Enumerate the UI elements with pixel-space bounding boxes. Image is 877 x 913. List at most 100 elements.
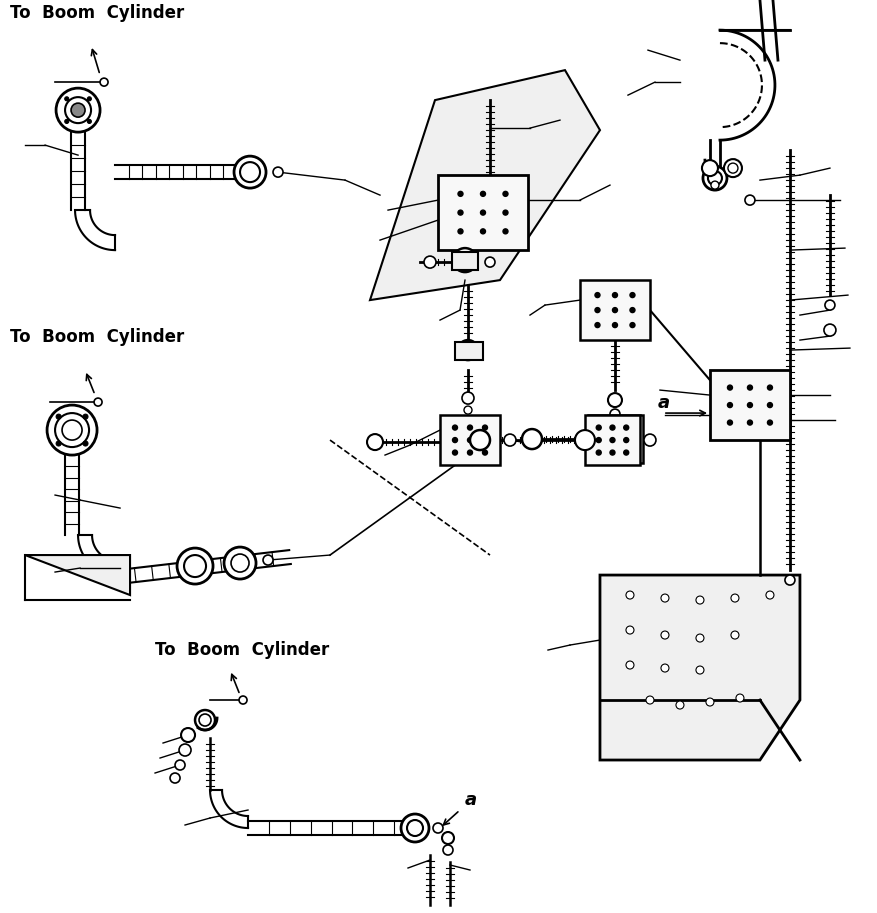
Circle shape xyxy=(727,403,731,407)
Circle shape xyxy=(56,441,61,446)
Circle shape xyxy=(184,555,206,577)
Circle shape xyxy=(598,425,603,430)
Circle shape xyxy=(643,434,655,446)
Bar xyxy=(439,415,499,465)
Circle shape xyxy=(735,694,743,702)
Circle shape xyxy=(195,710,215,730)
Circle shape xyxy=(731,594,738,602)
Circle shape xyxy=(765,591,773,599)
Circle shape xyxy=(766,420,772,425)
Circle shape xyxy=(170,773,180,783)
Circle shape xyxy=(695,634,703,642)
Circle shape xyxy=(630,292,634,298)
Circle shape xyxy=(452,437,457,443)
Circle shape xyxy=(598,436,603,442)
Circle shape xyxy=(610,425,614,430)
Circle shape xyxy=(239,163,260,182)
Circle shape xyxy=(623,425,628,430)
Polygon shape xyxy=(369,70,599,300)
Circle shape xyxy=(263,555,273,565)
Circle shape xyxy=(458,210,462,215)
Circle shape xyxy=(595,450,601,455)
Circle shape xyxy=(660,631,668,639)
Circle shape xyxy=(100,79,108,86)
Text: To  Boom  Cylinder: To Boom Cylinder xyxy=(10,5,184,22)
Circle shape xyxy=(467,450,472,455)
Circle shape xyxy=(595,308,599,312)
Circle shape xyxy=(461,392,474,404)
Circle shape xyxy=(467,425,472,430)
Circle shape xyxy=(612,448,617,454)
Circle shape xyxy=(522,429,541,449)
Circle shape xyxy=(56,89,100,132)
Circle shape xyxy=(88,97,91,100)
Circle shape xyxy=(731,631,738,639)
Bar xyxy=(454,342,482,360)
Circle shape xyxy=(83,441,88,446)
Circle shape xyxy=(469,430,489,450)
Text: a: a xyxy=(465,791,476,809)
Circle shape xyxy=(463,406,472,415)
Circle shape xyxy=(607,394,621,407)
Circle shape xyxy=(695,666,703,674)
Circle shape xyxy=(424,257,436,268)
Circle shape xyxy=(645,696,653,704)
Circle shape xyxy=(441,832,453,844)
Circle shape xyxy=(407,820,423,836)
Circle shape xyxy=(62,420,82,440)
Circle shape xyxy=(181,728,195,742)
Circle shape xyxy=(367,434,382,450)
Circle shape xyxy=(273,167,282,177)
Bar xyxy=(588,415,642,463)
Circle shape xyxy=(702,166,726,190)
Circle shape xyxy=(482,425,487,430)
Circle shape xyxy=(598,448,603,454)
Circle shape xyxy=(503,192,508,196)
Circle shape xyxy=(94,398,102,406)
Circle shape xyxy=(746,385,752,390)
Circle shape xyxy=(503,434,516,446)
Circle shape xyxy=(179,744,191,756)
Circle shape xyxy=(612,322,617,328)
Circle shape xyxy=(823,324,835,336)
Circle shape xyxy=(675,701,683,709)
Circle shape xyxy=(55,413,89,447)
Polygon shape xyxy=(599,575,799,760)
Text: To  Boom  Cylinder: To Boom Cylinder xyxy=(155,641,329,659)
Circle shape xyxy=(727,163,737,173)
Circle shape xyxy=(467,437,472,443)
Circle shape xyxy=(482,437,487,443)
Circle shape xyxy=(458,340,477,360)
Circle shape xyxy=(234,156,266,188)
Circle shape xyxy=(610,437,614,443)
Bar xyxy=(709,370,789,440)
Circle shape xyxy=(458,253,472,268)
Circle shape xyxy=(480,229,485,234)
Circle shape xyxy=(625,591,633,599)
Circle shape xyxy=(612,436,617,442)
Circle shape xyxy=(453,248,476,272)
Bar xyxy=(438,175,527,250)
Circle shape xyxy=(484,257,495,268)
Circle shape xyxy=(724,159,741,177)
Circle shape xyxy=(65,120,68,123)
Circle shape xyxy=(71,103,85,117)
Circle shape xyxy=(177,548,213,584)
Circle shape xyxy=(766,385,772,390)
Circle shape xyxy=(461,344,474,356)
Circle shape xyxy=(401,814,429,842)
Circle shape xyxy=(612,308,617,312)
Bar xyxy=(452,252,477,270)
Circle shape xyxy=(56,415,61,419)
Circle shape xyxy=(626,448,631,454)
Circle shape xyxy=(660,594,668,602)
Circle shape xyxy=(626,436,631,442)
Circle shape xyxy=(623,450,628,455)
Circle shape xyxy=(623,437,628,443)
Circle shape xyxy=(503,210,508,215)
Circle shape xyxy=(784,575,794,585)
Circle shape xyxy=(458,229,462,234)
Circle shape xyxy=(595,437,601,443)
Circle shape xyxy=(199,714,210,726)
Circle shape xyxy=(595,425,601,430)
